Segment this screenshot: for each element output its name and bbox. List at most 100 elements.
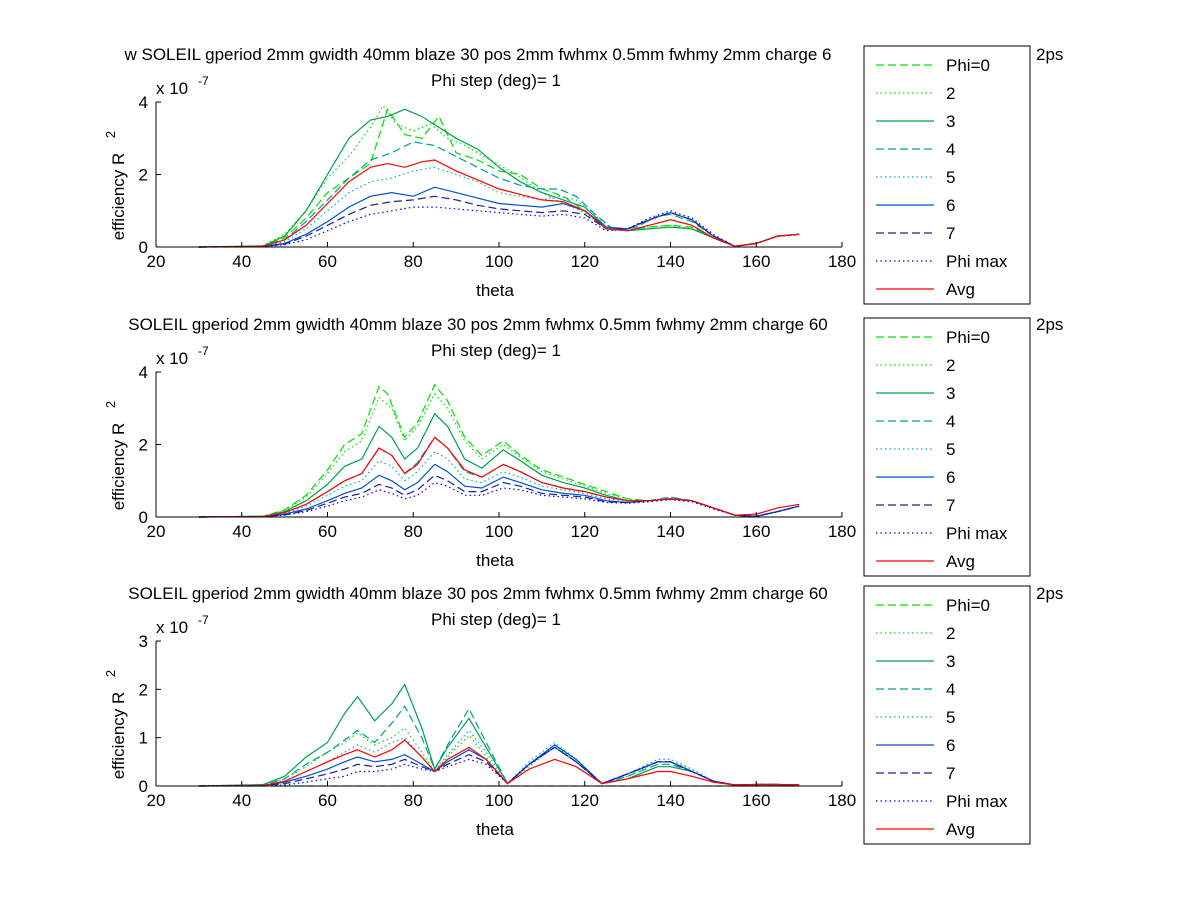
x-tick-label: 140 xyxy=(656,252,684,271)
legend-item: 7 xyxy=(876,224,955,243)
legend-item: Avg xyxy=(876,820,975,839)
subplot-1: w SOLEIL gperiod 2mm gwidth 40mm blaze 3… xyxy=(103,45,1063,305)
subplot-3: SOLEIL gperiod 2mm gwidth 40mm blaze 30 … xyxy=(103,584,1063,845)
chart-title-suffix: 2ps xyxy=(1036,584,1063,603)
x-tick-label: 80 xyxy=(404,252,423,271)
legend-label: 2 xyxy=(946,84,955,103)
series-line-1 xyxy=(198,727,800,787)
legend-item: 5 xyxy=(876,440,955,459)
series-line-8 xyxy=(198,159,800,248)
y-tick-label: 2 xyxy=(139,166,148,185)
legend-label: 7 xyxy=(946,224,955,243)
legend-label: 5 xyxy=(946,440,955,459)
legend-item: 2 xyxy=(876,624,955,643)
series-line-0 xyxy=(198,107,800,248)
legend-item: 2 xyxy=(876,84,955,103)
legend-label: 3 xyxy=(946,112,955,131)
x-axis-label: theta xyxy=(476,281,514,300)
series-line-8 xyxy=(198,739,800,787)
y-tick-label: 0 xyxy=(139,777,148,796)
legend-label: Phi=0 xyxy=(946,328,990,347)
series-line-4 xyxy=(198,729,800,787)
legend-item: Phi=0 xyxy=(876,328,990,347)
legend-item: 7 xyxy=(876,496,955,515)
legend-item: Phi max xyxy=(876,524,1008,543)
legend-label: Phi=0 xyxy=(946,596,990,615)
series-line-0 xyxy=(198,383,800,518)
y-tick-label: 2 xyxy=(139,680,148,699)
series-line-2 xyxy=(198,412,800,518)
x-tick-label: 20 xyxy=(147,522,166,541)
x-tick-label: 20 xyxy=(147,791,166,810)
legend-item: 3 xyxy=(876,112,955,131)
x-tick-label: 100 xyxy=(485,522,513,541)
series-line-7 xyxy=(198,746,800,787)
x-tick-label: 160 xyxy=(742,252,770,271)
series-lines xyxy=(198,383,800,518)
x-tick-label: 160 xyxy=(742,522,770,541)
series-line-2 xyxy=(198,683,800,787)
legend-label: Phi=0 xyxy=(946,56,990,75)
x-tick-label: 40 xyxy=(232,522,251,541)
y-tick-label: 0 xyxy=(139,238,148,257)
x-tick-label: 180 xyxy=(828,791,856,810)
series-lines xyxy=(198,104,800,248)
subplot-2: SOLEIL gperiod 2mm gwidth 40mm blaze 30 … xyxy=(103,315,1063,577)
x-tick-label: 40 xyxy=(232,252,251,271)
x-tick-label: 80 xyxy=(404,791,423,810)
y-tick-label: 4 xyxy=(139,363,148,382)
y-axis-label-superscript: 2 xyxy=(103,401,118,408)
legend-label: 4 xyxy=(946,140,955,159)
legend-item: 4 xyxy=(876,140,955,159)
legend-label: Phi max xyxy=(946,792,1008,811)
legend-label: Avg xyxy=(946,280,975,299)
legend-item: 6 xyxy=(876,468,955,487)
legend-item: 3 xyxy=(876,384,955,403)
legend-label: Phi max xyxy=(946,252,1008,271)
series-line-8 xyxy=(198,436,800,518)
legend-label: 2 xyxy=(946,356,955,375)
y-axis-label-superscript: 2 xyxy=(103,131,118,138)
legend-label: 5 xyxy=(946,708,955,727)
series-line-7 xyxy=(198,481,800,518)
x-axis-label: theta xyxy=(476,820,514,839)
x-tick-label: 120 xyxy=(571,791,599,810)
x-tick-label: 60 xyxy=(318,791,337,810)
legend-item: 5 xyxy=(876,168,955,187)
chart-title-suffix: 2ps xyxy=(1036,45,1063,64)
legend-label: 7 xyxy=(946,496,955,515)
series-line-2 xyxy=(198,108,800,248)
chart-title-suffix: 2ps xyxy=(1036,315,1063,334)
y-exponent-label: x 10 xyxy=(156,349,188,368)
y-exponent-label: x 10 xyxy=(156,618,188,637)
legend-item: 3 xyxy=(876,652,955,671)
legend-item: Phi=0 xyxy=(876,596,990,615)
chart-subtitle: Phi step (deg)= 1 xyxy=(431,610,561,629)
legend-item: 4 xyxy=(876,412,955,431)
x-tick-label: 80 xyxy=(404,522,423,541)
x-tick-label: 120 xyxy=(571,522,599,541)
x-tick-label: 180 xyxy=(828,252,856,271)
legend-item: Avg xyxy=(876,552,975,571)
legend-label: 4 xyxy=(946,412,955,431)
legend-item: 6 xyxy=(876,196,955,215)
y-exponent-superscript: -7 xyxy=(198,613,209,627)
legend-label: Phi max xyxy=(946,524,1008,543)
legend-item: 7 xyxy=(876,764,955,783)
legend-item: Phi=0 xyxy=(876,56,990,75)
legend-box xyxy=(863,45,1031,305)
legend: Phi=0 2 3 4 5 6 7 Phi max Avg xyxy=(863,45,1031,305)
legend-item: 4 xyxy=(876,680,955,699)
y-axis-label: efficiency R xyxy=(109,423,128,511)
legend-label: Avg xyxy=(946,820,975,839)
legend-label: 6 xyxy=(946,196,955,215)
x-tick-label: 20 xyxy=(147,252,166,271)
x-tick-label: 60 xyxy=(318,252,337,271)
legend-label: 6 xyxy=(946,468,955,487)
chart-title: w SOLEIL gperiod 2mm gwidth 40mm blaze 3… xyxy=(123,45,831,64)
series-line-6 xyxy=(198,195,800,248)
legend-label: 2 xyxy=(946,624,955,643)
legend-label: 3 xyxy=(946,652,955,671)
legend-item: 6 xyxy=(876,736,955,755)
